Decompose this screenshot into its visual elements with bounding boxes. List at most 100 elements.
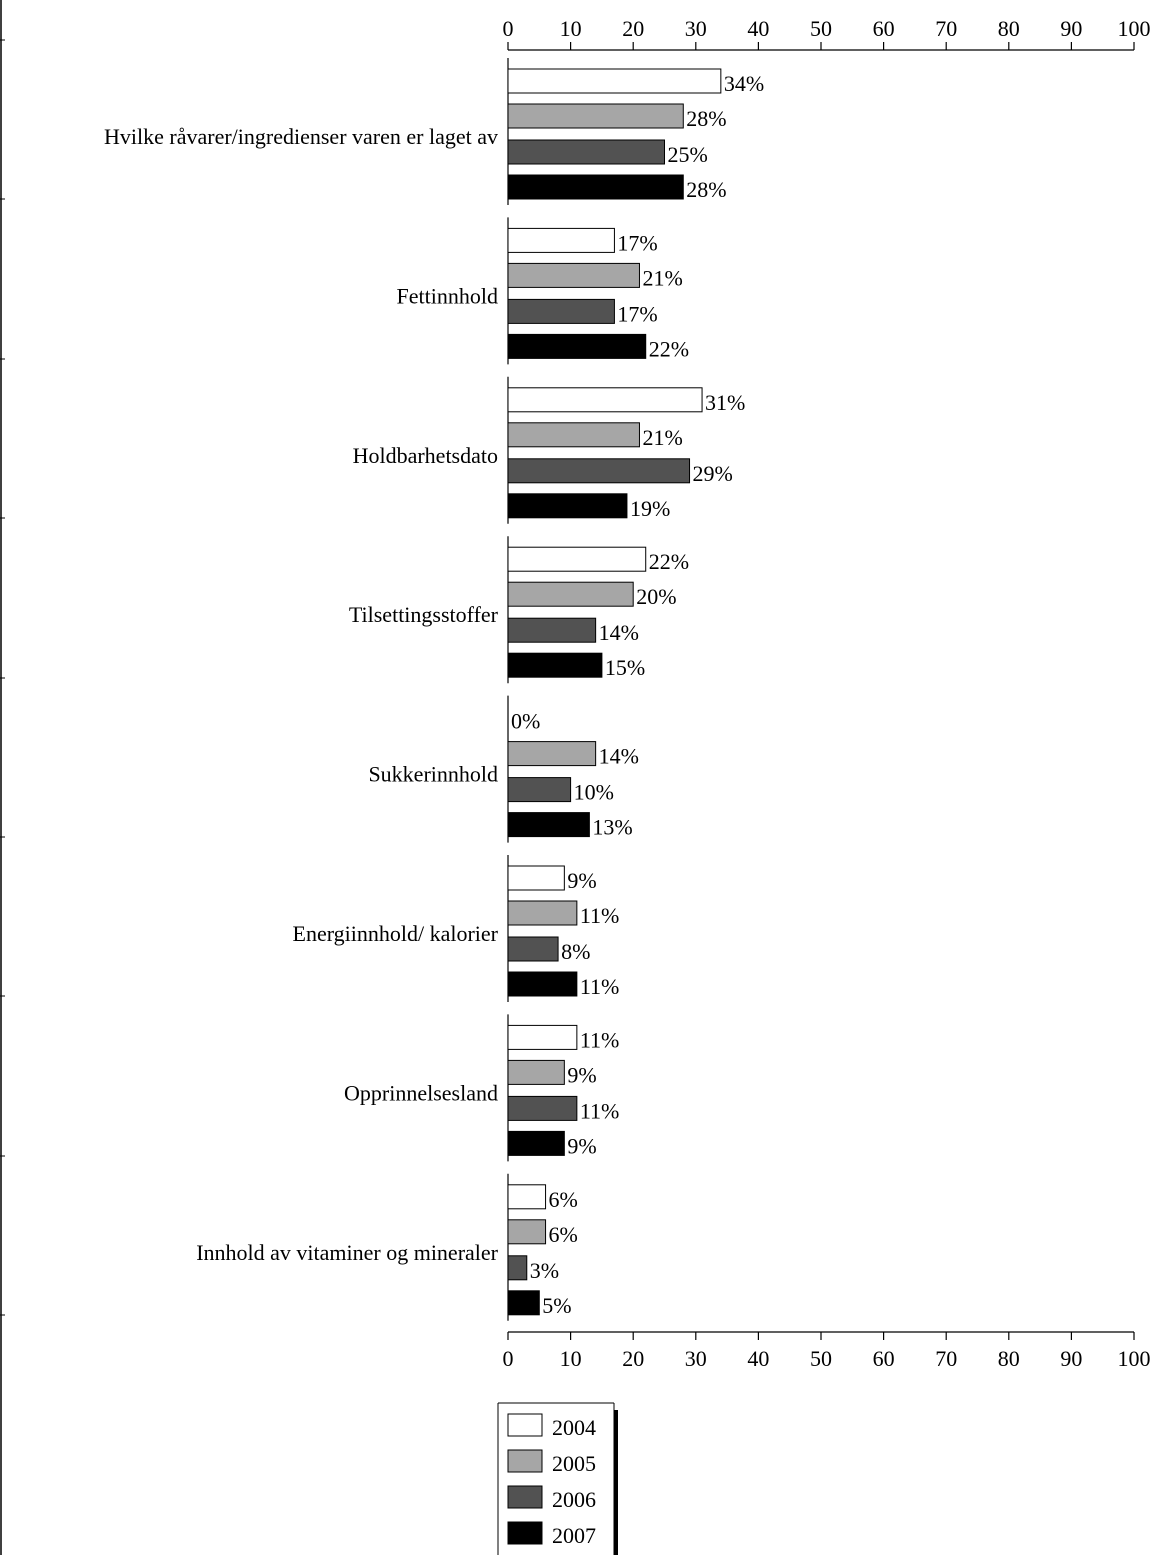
tick-label: 30 <box>685 1346 707 1371</box>
value-label: 17% <box>617 230 657 255</box>
value-label: 34% <box>724 71 764 96</box>
bar-2006 <box>507 936 559 962</box>
value-label: 0% <box>511 709 540 734</box>
bar-2007 <box>507 333 647 359</box>
value-label: 20% <box>636 584 676 609</box>
bar-2007 <box>507 174 684 200</box>
value-label: 22% <box>649 549 689 574</box>
value-label: 8% <box>561 939 590 964</box>
bar-2007 <box>507 652 603 678</box>
bar-2005 <box>507 581 634 607</box>
legend-swatch-2007 <box>507 1521 543 1545</box>
bar-2005 <box>507 900 578 926</box>
left-border <box>0 0 5 1555</box>
category-label: Opprinnelsesland <box>344 1080 498 1105</box>
bar-2006 <box>507 1095 578 1121</box>
category-label: Innhold av vitaminer og mineraler <box>196 1240 498 1265</box>
bar-2007 <box>507 812 590 838</box>
bar-2004 <box>507 387 703 413</box>
value-label: 21% <box>642 425 682 450</box>
value-label: 3% <box>530 1258 559 1283</box>
tick-label: 40 <box>747 1346 769 1371</box>
bar-2004 <box>507 1184 547 1210</box>
bar-2007 <box>507 1130 565 1156</box>
bar-2005 <box>507 1059 565 1085</box>
value-label: 28% <box>686 106 726 131</box>
top-axis: 0 10 20 30 40 50 60 70 80 90 100 <box>503 16 1151 51</box>
value-label: 10% <box>574 780 614 805</box>
value-label: 11% <box>580 1098 620 1123</box>
bottom-axis: 0 10 20 30 40 50 60 70 80 90 100 <box>503 1331 1151 1371</box>
tick-label: 90 <box>1060 16 1082 41</box>
legend-swatch-2006 <box>507 1485 543 1509</box>
bar-2004 <box>507 865 565 891</box>
bar-2007 <box>507 971 578 997</box>
tick-label: 90 <box>1060 1346 1082 1371</box>
value-label: 6% <box>549 1187 578 1212</box>
legend-shadow <box>614 1410 618 1555</box>
value-label: 6% <box>549 1222 578 1247</box>
tick-label: 0 <box>503 1346 514 1371</box>
tick-label: 80 <box>998 16 1020 41</box>
category-label: Fettinnhold <box>397 283 498 308</box>
tick-label: 60 <box>873 1346 895 1371</box>
tick-label: 100 <box>1118 16 1151 41</box>
legend-label: 2006 <box>552 1487 596 1512</box>
value-label: 9% <box>567 1062 596 1087</box>
legend-label: 2004 <box>552 1415 596 1440</box>
legend-swatch-2004 <box>507 1413 543 1437</box>
tick-label: 60 <box>873 16 895 41</box>
value-label: 11% <box>580 974 620 999</box>
tick-label: 50 <box>810 16 832 41</box>
value-label: 11% <box>580 1027 620 1052</box>
bar-2004 <box>507 1024 578 1050</box>
category-label: Tilsettingsstoffer <box>349 602 499 627</box>
legend-label: 2007 <box>552 1523 596 1548</box>
value-label: 9% <box>567 1133 596 1158</box>
tick-label: 30 <box>685 16 707 41</box>
value-label: 21% <box>642 265 682 290</box>
tick-label: 0 <box>503 16 514 41</box>
value-label: 15% <box>605 655 645 680</box>
tick-label: 20 <box>622 16 644 41</box>
bar-2006 <box>507 139 665 165</box>
bar-2004 <box>507 227 615 253</box>
legend-swatch-2005 <box>507 1449 543 1473</box>
value-label: 9% <box>567 868 596 893</box>
bar-2005 <box>507 422 640 448</box>
value-label: 25% <box>668 142 708 167</box>
tick-label: 70 <box>935 16 957 41</box>
legend-label: 2005 <box>552 1451 596 1476</box>
legend: 2004 2005 2006 2007 <box>497 1402 618 1555</box>
tick-label: 10 <box>560 1346 582 1371</box>
tick-label: 10 <box>560 16 582 41</box>
category-label: Sukkerinnhold <box>368 762 498 787</box>
bars: 34% 28% 25% 28% 17% 21% 17% 22% 31% 21% 29% 19% 22% 2… <box>507 68 764 1318</box>
bar-2006 <box>507 298 615 324</box>
value-label: 19% <box>630 496 670 521</box>
value-label: 28% <box>686 177 726 202</box>
tick-label: 80 <box>998 1346 1020 1371</box>
bar-2005 <box>507 741 597 767</box>
value-label: 13% <box>592 815 632 840</box>
value-label: 14% <box>599 620 639 645</box>
value-label: 31% <box>705 390 745 415</box>
bar-2006 <box>507 458 691 484</box>
tick-label: 100 <box>1118 1346 1151 1371</box>
bar-2004 <box>507 546 647 572</box>
tick-label: 50 <box>810 1346 832 1371</box>
category-label: Energiinnhold/ kalorier <box>293 921 499 946</box>
bar-2007 <box>507 1290 540 1316</box>
bar-2007 <box>507 493 628 519</box>
tick-label: 40 <box>747 16 769 41</box>
bar-2004 <box>507 68 722 94</box>
value-label: 14% <box>599 744 639 769</box>
bar-2006 <box>507 617 597 643</box>
y-axis: Hvilke råvarer/ingredienser varen er lag… <box>104 58 509 1321</box>
category-label: Hvilke råvarer/ingredienser varen er lag… <box>104 124 498 149</box>
bar-2005 <box>507 262 640 288</box>
tick-label: 70 <box>935 1346 957 1371</box>
bar-2005 <box>507 1219 547 1245</box>
tick-label: 20 <box>622 1346 644 1371</box>
